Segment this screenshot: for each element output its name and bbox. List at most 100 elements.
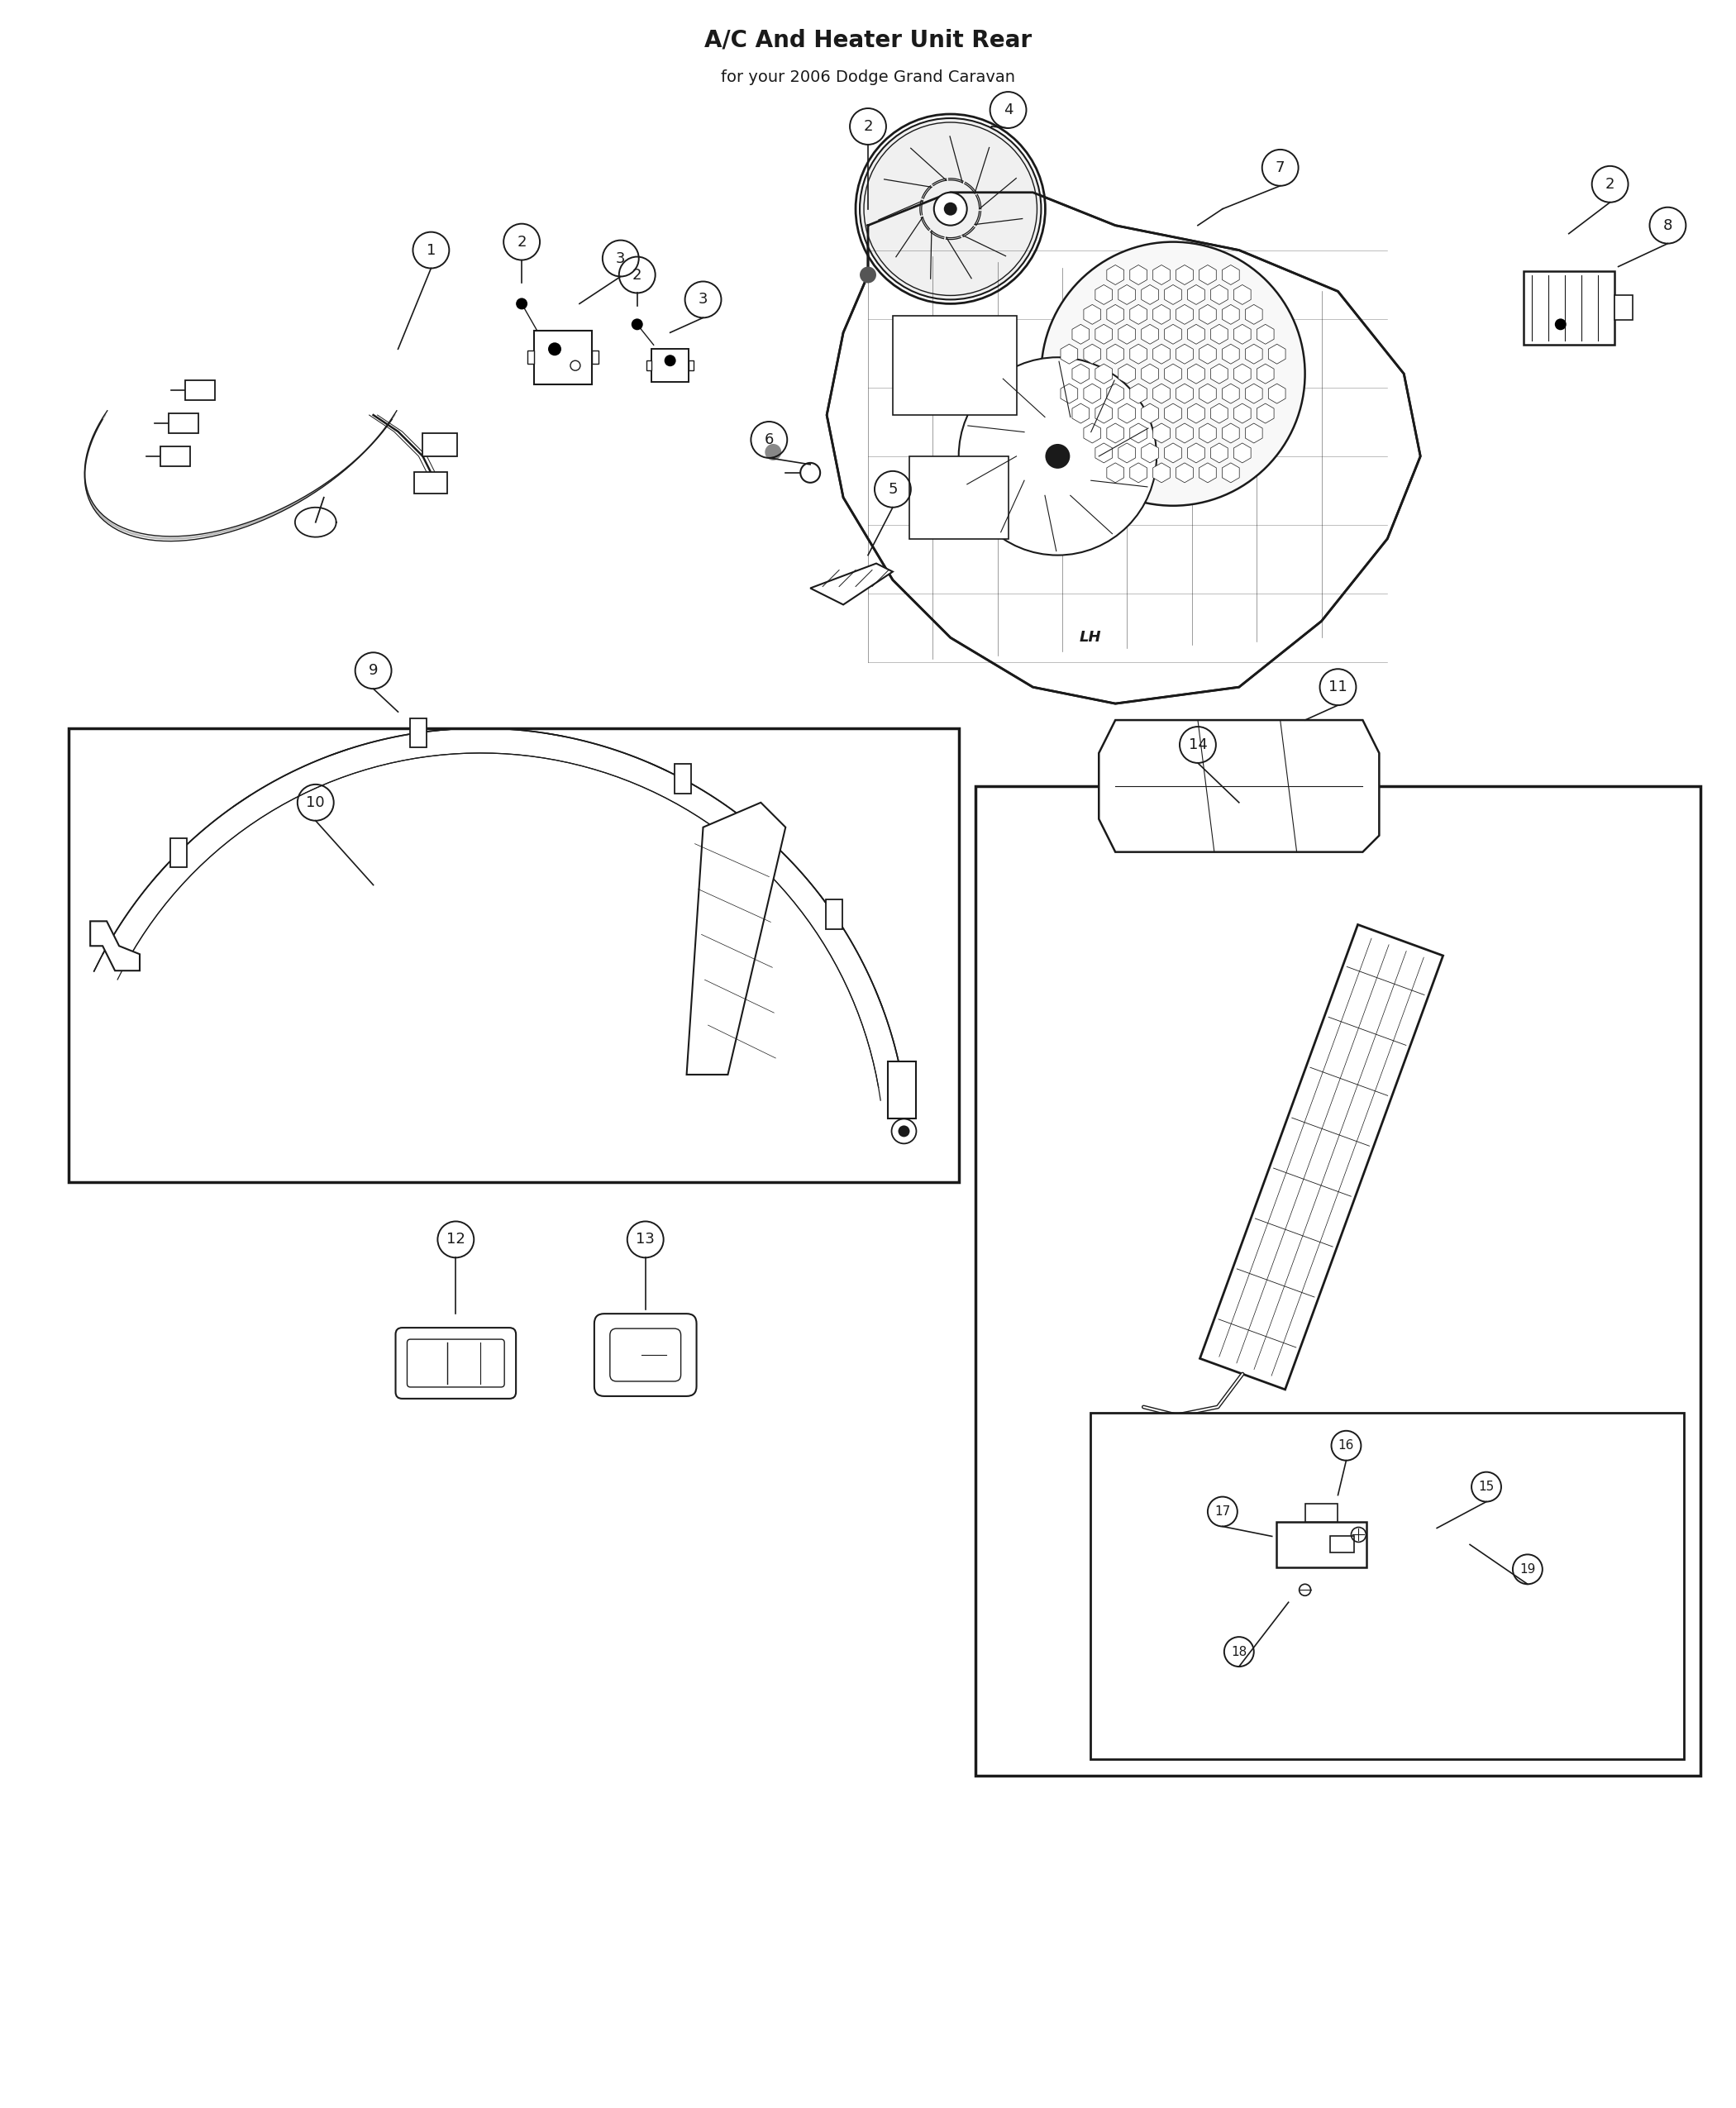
Polygon shape bbox=[1210, 325, 1227, 344]
Circle shape bbox=[549, 341, 561, 356]
Polygon shape bbox=[1200, 304, 1217, 325]
Text: 12: 12 bbox=[446, 1231, 465, 1248]
Polygon shape bbox=[1210, 443, 1227, 464]
Polygon shape bbox=[1083, 304, 1101, 325]
Polygon shape bbox=[1130, 304, 1147, 325]
Polygon shape bbox=[1222, 344, 1240, 365]
Polygon shape bbox=[1269, 344, 1286, 365]
Text: 16: 16 bbox=[1338, 1440, 1354, 1452]
Polygon shape bbox=[1073, 325, 1088, 344]
Polygon shape bbox=[1073, 365, 1088, 384]
Polygon shape bbox=[1141, 365, 1158, 384]
Polygon shape bbox=[1187, 325, 1205, 344]
Polygon shape bbox=[1108, 344, 1123, 365]
Text: 4: 4 bbox=[1003, 103, 1012, 118]
Circle shape bbox=[934, 192, 967, 226]
Text: 2: 2 bbox=[863, 118, 873, 135]
FancyBboxPatch shape bbox=[887, 1060, 917, 1119]
FancyBboxPatch shape bbox=[826, 900, 842, 930]
Polygon shape bbox=[1234, 325, 1252, 344]
Polygon shape bbox=[1130, 384, 1147, 403]
Polygon shape bbox=[1234, 443, 1252, 464]
Polygon shape bbox=[1130, 344, 1147, 365]
Polygon shape bbox=[1153, 344, 1170, 365]
Text: 14: 14 bbox=[1189, 738, 1207, 753]
Polygon shape bbox=[1200, 424, 1217, 443]
Polygon shape bbox=[1257, 403, 1274, 424]
Circle shape bbox=[859, 266, 877, 282]
Circle shape bbox=[516, 297, 528, 310]
Polygon shape bbox=[1234, 403, 1252, 424]
Polygon shape bbox=[1095, 285, 1113, 304]
Polygon shape bbox=[1165, 403, 1182, 424]
FancyBboxPatch shape bbox=[424, 432, 457, 455]
Text: 9: 9 bbox=[368, 664, 378, 679]
FancyBboxPatch shape bbox=[646, 360, 651, 371]
Polygon shape bbox=[1095, 443, 1113, 464]
Polygon shape bbox=[1222, 304, 1240, 325]
Polygon shape bbox=[1234, 285, 1252, 304]
Polygon shape bbox=[1200, 266, 1217, 285]
Polygon shape bbox=[1257, 365, 1274, 384]
Polygon shape bbox=[1165, 325, 1182, 344]
Polygon shape bbox=[1095, 365, 1113, 384]
FancyBboxPatch shape bbox=[528, 350, 535, 365]
Polygon shape bbox=[1210, 285, 1227, 304]
FancyBboxPatch shape bbox=[68, 729, 958, 1183]
Text: 8: 8 bbox=[1663, 217, 1672, 232]
Polygon shape bbox=[1153, 266, 1170, 285]
FancyBboxPatch shape bbox=[976, 786, 1701, 1775]
Text: 6: 6 bbox=[764, 432, 774, 447]
Circle shape bbox=[859, 118, 1042, 299]
Polygon shape bbox=[1141, 443, 1158, 464]
Text: 5: 5 bbox=[889, 483, 898, 497]
Polygon shape bbox=[1073, 403, 1088, 424]
Polygon shape bbox=[1141, 325, 1158, 344]
Polygon shape bbox=[1141, 285, 1158, 304]
Circle shape bbox=[944, 202, 957, 215]
FancyBboxPatch shape bbox=[186, 379, 215, 401]
FancyBboxPatch shape bbox=[651, 350, 689, 382]
Circle shape bbox=[632, 318, 642, 331]
Text: 3: 3 bbox=[616, 251, 625, 266]
Polygon shape bbox=[1165, 443, 1182, 464]
Polygon shape bbox=[1083, 384, 1101, 403]
Text: 11: 11 bbox=[1328, 679, 1347, 694]
FancyBboxPatch shape bbox=[396, 1328, 516, 1398]
Polygon shape bbox=[1245, 304, 1262, 325]
Circle shape bbox=[898, 1126, 910, 1136]
Polygon shape bbox=[1200, 344, 1217, 365]
Circle shape bbox=[958, 358, 1156, 554]
Text: for your 2006 Dodge Grand Caravan: for your 2006 Dodge Grand Caravan bbox=[720, 70, 1016, 84]
Polygon shape bbox=[1210, 365, 1227, 384]
Polygon shape bbox=[1095, 325, 1113, 344]
Text: 7: 7 bbox=[1276, 160, 1285, 175]
Polygon shape bbox=[1083, 344, 1101, 365]
Text: 18: 18 bbox=[1231, 1646, 1246, 1659]
FancyBboxPatch shape bbox=[1305, 1503, 1338, 1522]
Polygon shape bbox=[1187, 365, 1205, 384]
Polygon shape bbox=[1222, 384, 1240, 403]
Polygon shape bbox=[1118, 365, 1135, 384]
FancyBboxPatch shape bbox=[689, 360, 694, 371]
Polygon shape bbox=[1130, 424, 1147, 443]
Polygon shape bbox=[1108, 464, 1123, 483]
Polygon shape bbox=[1187, 443, 1205, 464]
Polygon shape bbox=[1108, 266, 1123, 285]
Polygon shape bbox=[1210, 403, 1227, 424]
Polygon shape bbox=[1153, 304, 1170, 325]
Polygon shape bbox=[1141, 403, 1158, 424]
Polygon shape bbox=[1222, 266, 1240, 285]
Polygon shape bbox=[1118, 403, 1135, 424]
Polygon shape bbox=[1175, 266, 1193, 285]
Polygon shape bbox=[1222, 424, 1240, 443]
Polygon shape bbox=[1245, 424, 1262, 443]
Polygon shape bbox=[1108, 384, 1123, 403]
FancyBboxPatch shape bbox=[910, 455, 1009, 540]
Text: 15: 15 bbox=[1479, 1480, 1495, 1492]
Polygon shape bbox=[1200, 384, 1217, 403]
Text: 13: 13 bbox=[635, 1231, 654, 1248]
Polygon shape bbox=[1061, 384, 1078, 403]
Polygon shape bbox=[1269, 384, 1286, 403]
Polygon shape bbox=[1234, 365, 1252, 384]
